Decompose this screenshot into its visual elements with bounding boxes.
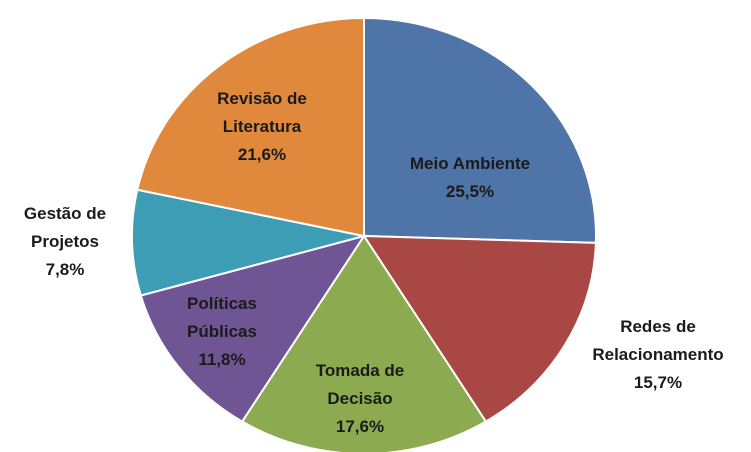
- pie-slice: [136, 16, 365, 238]
- slice-label: Tomada de Decisão 17,6%: [300, 357, 420, 441]
- pie-slice: [362, 234, 597, 423]
- value-label: 17,6%: [335, 417, 385, 436]
- pie-slice: [363, 16, 597, 244]
- slice-label: Políticas Públicas 11,8%: [172, 290, 272, 374]
- value-label: 21,6%: [237, 145, 287, 164]
- pie-slice: [139, 234, 367, 423]
- category-label: Meio Ambiente: [409, 154, 531, 173]
- pie-slice: [240, 234, 488, 452]
- slice-label: Revisão de Literatura 21,6%: [197, 85, 327, 169]
- slice-label: Gestão de Projetos 7,8%: [10, 200, 120, 284]
- category-label: Revisão de Literatura: [217, 89, 307, 136]
- category-label: Gestão de Projetos: [23, 204, 107, 251]
- value-label: 25,5%: [445, 182, 495, 201]
- category-label: Tomada de Decisão: [315, 361, 405, 408]
- pie-slice: [131, 188, 365, 297]
- slice-label: Meio Ambiente 25,5%: [370, 150, 570, 206]
- value-label: 15,7%: [633, 373, 683, 392]
- category-label: Redes de Relacionamento: [592, 317, 724, 364]
- value-label: 7,8%: [45, 260, 85, 279]
- slice-label: Redes de Relacionamento 15,7%: [573, 313, 743, 397]
- category-label: Políticas Públicas: [187, 294, 257, 341]
- value-label: 11,8%: [198, 350, 246, 369]
